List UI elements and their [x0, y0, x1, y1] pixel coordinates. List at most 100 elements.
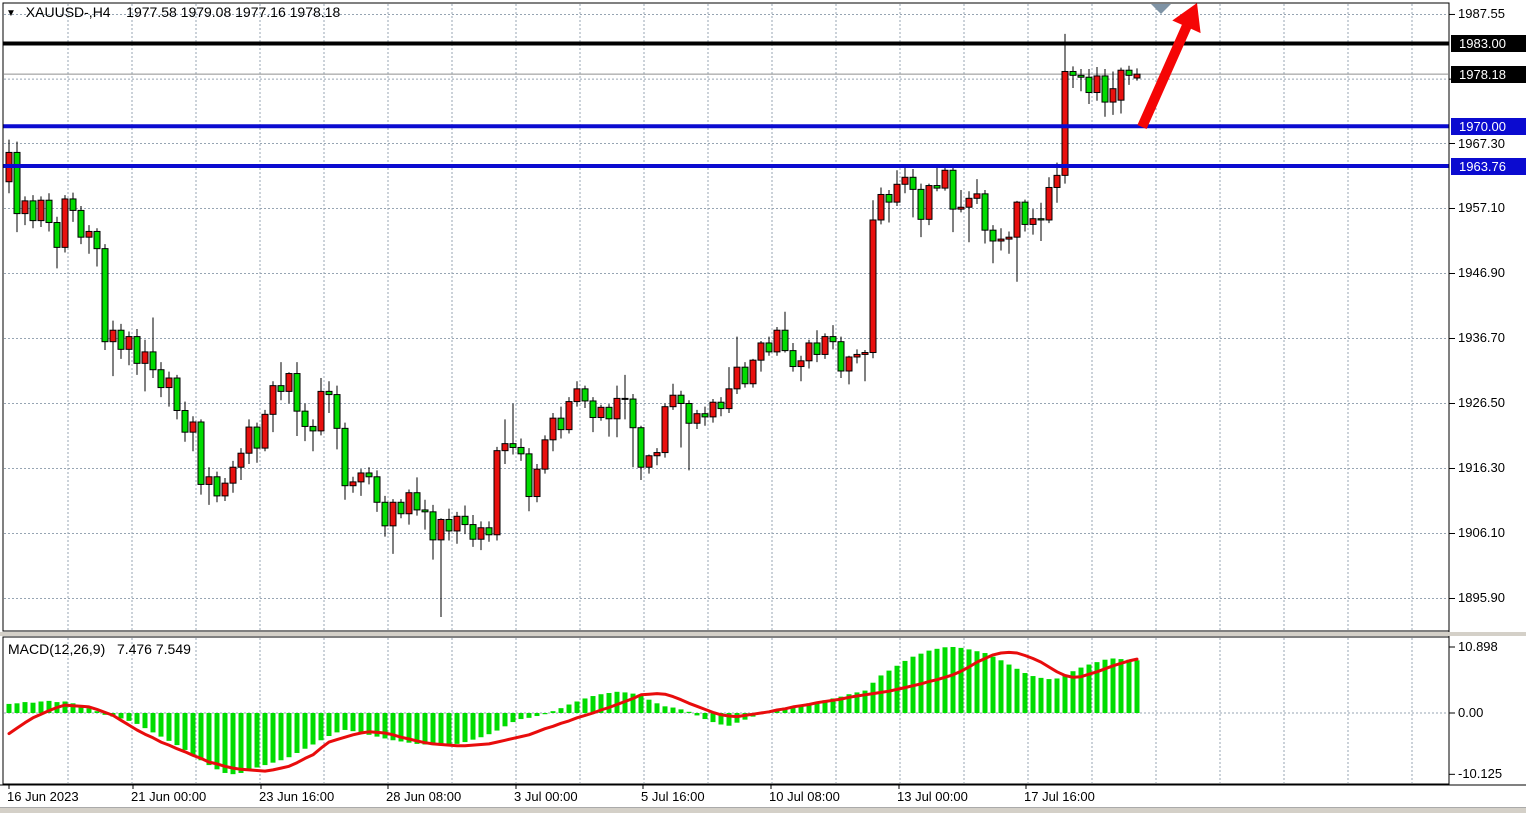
time-axis-label[interactable]: 3 Jul 00:00 [514, 789, 578, 804]
candles [5, 33, 1141, 617]
macd-bar [614, 691, 620, 713]
candle-bullish [661, 406, 669, 454]
candle-bullish [925, 185, 933, 220]
macd-bar [638, 696, 644, 713]
macd-bar [150, 713, 156, 733]
candle-bearish [469, 524, 477, 540]
macd-bar [198, 713, 204, 761]
candle-bearish [629, 398, 637, 429]
macd-bar [46, 700, 52, 713]
macd-bar [14, 703, 20, 713]
price-badge-1970.00: 1970.00 [1451, 117, 1526, 135]
price-badge-1978.18: 1978.18 [1451, 65, 1526, 83]
macd-bar [1038, 677, 1044, 713]
macd-bar [502, 713, 508, 727]
scroll-marker-icon[interactable] [1151, 4, 1171, 14]
candle-bearish [1077, 74, 1085, 78]
macd-bar [398, 713, 404, 742]
macd-bar [878, 675, 884, 713]
candle-bullish [973, 193, 981, 199]
candle-bullish [61, 198, 69, 248]
candle-bullish [893, 183, 901, 203]
time-axis-label[interactable]: 23 Jun 16:00 [259, 789, 335, 804]
time-axis-label[interactable]: 10 Jul 08:00 [769, 789, 840, 804]
chart-dropdown-icon[interactable]: ▼ [6, 8, 16, 19]
candle-bullish [877, 193, 885, 221]
candle-bullish [285, 373, 293, 392]
macd-bar [1126, 659, 1132, 713]
macd-bar [718, 713, 724, 725]
macd-bar [134, 713, 140, 724]
candle-bullish [693, 413, 701, 424]
candle-bullish [773, 329, 781, 353]
candle-bullish [1133, 73, 1141, 79]
time-axis-label[interactable]: 16 Jun 2023 [7, 789, 79, 804]
macd-bar [326, 713, 332, 737]
candle-bullish [821, 336, 829, 355]
time-axis-label[interactable]: 28 Jun 08:00 [386, 789, 462, 804]
candle-bearish [149, 351, 157, 371]
candle-bearish [181, 410, 189, 433]
candle-bearish [445, 518, 453, 532]
time-axis-label[interactable]: 17 Jul 16:00 [1024, 789, 1095, 804]
macd-bar [654, 703, 660, 713]
macd-bar [710, 713, 716, 723]
macd-bar [1030, 676, 1036, 713]
macd-bar [446, 713, 452, 746]
macd-bar [702, 713, 708, 720]
candle-bullish [453, 515, 461, 532]
candle-bearish [301, 410, 309, 427]
candle-bullish [757, 342, 765, 361]
macd-bar [1046, 679, 1052, 713]
price-axis-label: 1946.90 [1458, 265, 1505, 281]
macd-bar [182, 713, 188, 750]
candle-bullish [205, 476, 213, 485]
candle-bullish [317, 390, 325, 432]
macd-bar [438, 713, 444, 746]
candle-bearish [949, 169, 957, 210]
macd-bar [798, 705, 804, 713]
macd-bar [278, 713, 284, 761]
panel-separator[interactable] [0, 632, 1526, 636]
trend-arrow[interactable] [1137, 3, 1201, 129]
macd-bar [822, 700, 828, 713]
candle-bullish [437, 518, 445, 541]
macd-bar [870, 682, 876, 713]
candle-bearish [557, 417, 565, 431]
candle-bullish [733, 366, 741, 390]
macd-bar [78, 705, 84, 713]
candle-bullish [493, 450, 501, 536]
macd-bar [142, 713, 148, 729]
candle-bearish [717, 401, 725, 410]
candle-bearish [837, 341, 845, 372]
candle-bullish [165, 377, 173, 389]
macd-bar [686, 711, 692, 713]
macd-bar [1062, 675, 1068, 713]
macd-bar [70, 703, 76, 713]
candle-bullish [389, 501, 397, 527]
time-axis-label[interactable]: 13 Jul 00:00 [897, 789, 968, 804]
candle-bearish [981, 193, 989, 231]
macd-bar [62, 701, 68, 713]
candle-bullish [125, 336, 133, 350]
candle-bearish [277, 385, 285, 392]
macd-bar [982, 653, 988, 713]
candle-bearish [45, 199, 53, 224]
macd-bar [694, 713, 700, 716]
candle-bearish [765, 342, 773, 353]
macd-bar [1078, 667, 1084, 713]
time-axis-label[interactable]: 5 Jul 16:00 [641, 789, 705, 804]
candle-bullish [669, 394, 677, 408]
macd-bar [1070, 671, 1076, 713]
time-axis-label[interactable]: 21 Jun 00:00 [131, 789, 207, 804]
macd-bar [166, 713, 172, 741]
candle-bearish [293, 373, 301, 412]
macd-bar [726, 713, 732, 726]
macd-bar [486, 713, 492, 735]
candle-bearish [1101, 75, 1109, 103]
macd-bar [510, 713, 516, 723]
macd-bar [262, 713, 268, 766]
